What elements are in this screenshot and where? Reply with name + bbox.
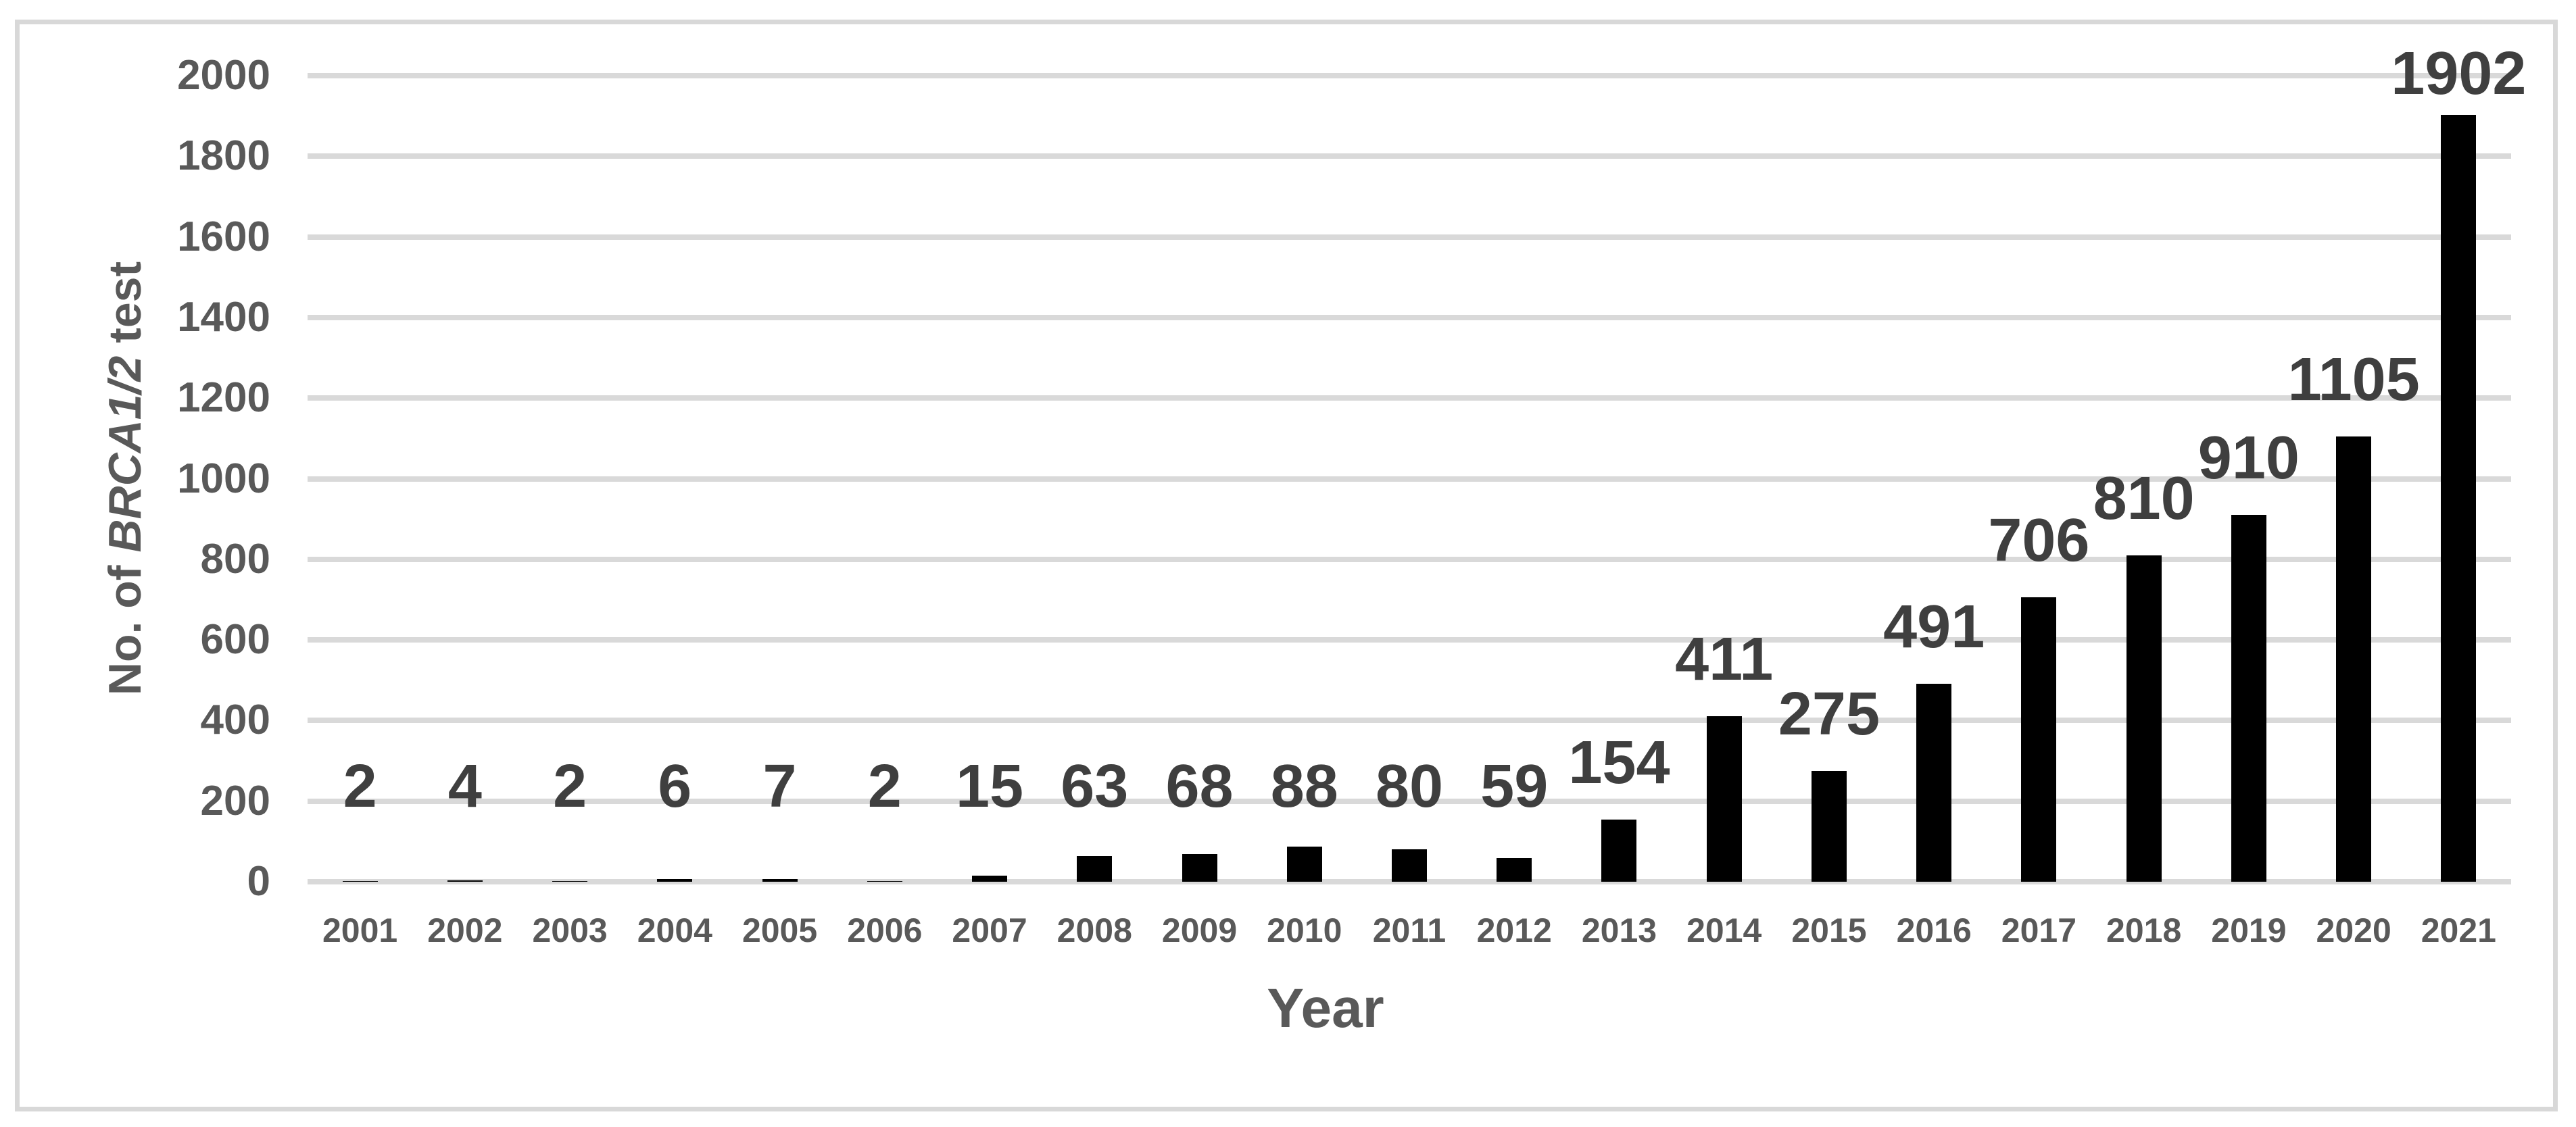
bar-2017 <box>2021 597 2057 882</box>
y-tick-label: 1600 <box>177 213 270 260</box>
bar-value-label: 275 <box>1778 680 1880 748</box>
bar-value-label: 1105 <box>2287 345 2420 414</box>
bar-value-label: 2 <box>553 753 587 820</box>
bar-value-label: 1902 <box>2391 40 2527 108</box>
bar-2001 <box>342 880 378 882</box>
gridline <box>308 556 2511 562</box>
x-tick-label: 2015 <box>1791 911 1867 949</box>
x-tick-label: 2019 <box>2211 911 2287 949</box>
bar-2012 <box>1497 857 1532 882</box>
bar-2013 <box>1601 820 1637 882</box>
x-tick-label: 2004 <box>637 911 712 949</box>
x-tick-label: 2001 <box>322 911 398 949</box>
bar-value-label: 154 <box>1568 729 1670 797</box>
y-tick-label: 200 <box>200 777 270 824</box>
bar-2021 <box>2441 115 2477 882</box>
bar-value-label: 6 <box>658 753 692 820</box>
bar-2019 <box>2231 515 2266 882</box>
y-tick-label: 0 <box>247 858 270 905</box>
x-tick-label: 2018 <box>2106 911 2182 949</box>
x-tick-label: 2002 <box>427 911 503 949</box>
x-tick-label: 2013 <box>1581 911 1657 949</box>
figure-border <box>15 20 2558 1111</box>
bar-2005 <box>762 878 798 882</box>
bar-2008 <box>1077 856 1113 882</box>
bar-value-label: 4 <box>447 753 482 820</box>
x-tick-label: 2008 <box>1056 911 1132 949</box>
y-tick-label: 1400 <box>177 293 270 341</box>
bar-value-label: 80 <box>1375 753 1444 820</box>
y-tick-label: 800 <box>200 535 270 582</box>
bar-value-label: 59 <box>1480 753 1549 820</box>
bar-value-label: 2 <box>343 753 377 820</box>
bar-2020 <box>2336 436 2372 882</box>
x-tick-label: 2009 <box>1161 911 1238 949</box>
bar-2018 <box>2126 555 2162 882</box>
x-tick-label: 2011 <box>1372 911 1447 949</box>
y-tick-label: 1200 <box>177 374 270 422</box>
bar-value-label: 7 <box>762 753 797 820</box>
gridline <box>308 153 2511 159</box>
x-tick-label: 2005 <box>742 911 818 949</box>
bar-2014 <box>1706 716 1742 882</box>
y-tick-label: 400 <box>200 697 270 744</box>
bar-value-label: 810 <box>2093 464 2195 532</box>
bar-2010 <box>1286 846 1322 882</box>
gridline <box>308 395 2511 401</box>
bar-2004 <box>657 879 693 882</box>
bar-2016 <box>1916 684 1952 882</box>
x-tick-label: 2012 <box>1476 911 1552 949</box>
x-tick-label: 2021 <box>2421 911 2496 949</box>
bar-value-label: 2 <box>867 753 902 820</box>
x-axis-title: Year <box>1267 978 1384 1039</box>
x-tick-label: 2020 <box>2316 911 2391 949</box>
gridline <box>308 234 2511 240</box>
gridline <box>308 476 2511 482</box>
bar-value-label: 88 <box>1270 753 1338 820</box>
bar-value-label: 491 <box>1883 593 1985 661</box>
bar-2011 <box>1392 849 1427 882</box>
x-tick-label: 2017 <box>2001 911 2077 949</box>
bar-value-label: 411 <box>1675 625 1774 693</box>
x-tick-label: 2016 <box>1896 911 1972 949</box>
bar-value-label: 63 <box>1061 753 1129 820</box>
gridline <box>308 798 2511 804</box>
y-tick-label: 1000 <box>177 455 270 502</box>
x-tick-label: 2003 <box>532 911 608 949</box>
y-tick-label: 1800 <box>177 132 270 180</box>
gridline <box>308 879 2511 884</box>
x-tick-label: 2006 <box>847 911 923 949</box>
y-tick-label: 600 <box>200 616 270 663</box>
gridline <box>308 314 2511 320</box>
gridline <box>308 637 2511 643</box>
x-tick-label: 2010 <box>1267 911 1342 949</box>
plot-area <box>308 73 2511 884</box>
bar-value-label: 15 <box>955 753 1024 820</box>
bar-value-label: 706 <box>1988 506 2090 574</box>
x-tick-label: 2014 <box>1686 911 1762 949</box>
bar-2006 <box>867 880 902 882</box>
bar-2009 <box>1182 854 1217 882</box>
gridline <box>308 73 2511 78</box>
bar-2015 <box>1811 770 1847 882</box>
bar-value-label: 68 <box>1165 753 1234 820</box>
y-tick-label: 2000 <box>177 52 270 99</box>
bar-2003 <box>552 880 588 882</box>
bar-2007 <box>972 876 1008 882</box>
x-tick-label: 2007 <box>952 911 1027 949</box>
bar-2002 <box>447 880 483 882</box>
bar-value-label: 910 <box>2197 424 2300 493</box>
gridline <box>308 718 2511 724</box>
